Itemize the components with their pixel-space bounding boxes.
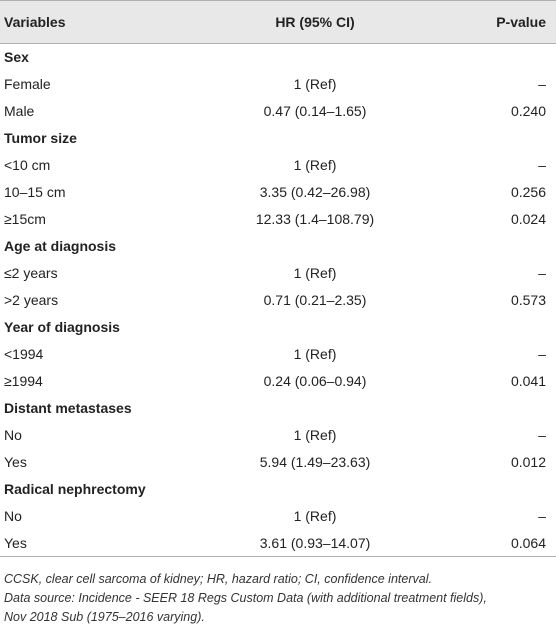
hazard-ratio-cell: 0.24 (0.06–0.94)	[263, 373, 367, 389]
p-value-cell: 0.573	[510, 292, 546, 308]
table-group-row: Radical nephrectomy	[0, 476, 556, 503]
table-group-row: Tumor size	[0, 125, 556, 152]
hazard-ratio-table: Variables HR (95% CI) P-value Sex Female 1…	[0, 0, 556, 557]
variable-label: Yes	[0, 529, 205, 557]
footnote-data-source: Data source: Incidence - SEER 18 Regs Cu…	[4, 591, 487, 605]
table-row: No 1 (Ref) –	[0, 422, 556, 449]
p-value-cell: 0.240	[510, 103, 546, 119]
hazard-ratio-cell: 5.94 (1.49–23.63)	[259, 454, 371, 470]
p-value-cell: –	[538, 427, 546, 443]
table-row: <1994 1 (Ref) –	[0, 341, 556, 368]
hazard-ratio-cell: 1 (Ref)	[293, 508, 337, 524]
variable-label: ≤2 years	[4, 265, 58, 281]
hazard-ratio-cell: 0.47 (0.14–1.65)	[263, 103, 367, 119]
table-row: >2 years 0.71 (0.21–2.35) 0.573	[0, 287, 556, 314]
footnote-abbreviations: CCSK, clear cell sarcoma of kidney; HR, …	[4, 572, 432, 586]
p-value-cell: –	[538, 265, 546, 281]
p-value-cell	[425, 44, 556, 71]
p-value-cell: 0.064	[425, 529, 556, 557]
table-row: No 1 (Ref) –	[0, 503, 556, 530]
table-row: Yes 3.61 (0.93–14.07) 0.064	[0, 529, 556, 557]
p-value-cell: 0.256	[510, 184, 546, 200]
table-row: <10 cm 1 (Ref) –	[0, 152, 556, 179]
group-label: Age at diagnosis	[4, 238, 117, 254]
p-value-cell	[425, 476, 556, 503]
header-pvalue: P-value	[425, 0, 556, 44]
p-value-cell: –	[538, 346, 546, 362]
table-row: Female 1 (Ref) –	[0, 71, 556, 98]
p-value-cell	[425, 233, 556, 260]
header-row: Variables HR (95% CI) P-value	[0, 0, 556, 44]
table-row: 10–15 cm 3.35 (0.42–26.98) 0.256	[0, 179, 556, 206]
table-header: Variables HR (95% CI) P-value	[0, 0, 556, 44]
header-variables: Variables	[0, 0, 205, 44]
p-value-cell	[425, 125, 556, 152]
hazard-ratio-cell: 1 (Ref)	[293, 265, 337, 281]
table-body: Sex Female 1 (Ref) – Male 0.47 (0.14–1.65) 0.2…	[0, 44, 556, 557]
variable-label: Male	[4, 103, 35, 119]
p-value-cell: –	[538, 157, 546, 173]
p-value-cell: 0.024	[510, 211, 546, 227]
variable-label: >2 years	[4, 292, 59, 308]
table-group-row: Age at diagnosis	[0, 233, 556, 260]
p-value-cell: 0.041	[510, 373, 546, 389]
variable-label: <1994	[4, 346, 44, 362]
hazard-ratio-cell: 1 (Ref)	[293, 157, 337, 173]
hazard-ratio-cell	[205, 395, 425, 422]
hazard-ratio-cell: 3.61 (0.93–14.07)	[205, 529, 425, 557]
p-value-cell: 0.012	[510, 454, 546, 470]
hazard-ratio-cell: 1 (Ref)	[293, 76, 337, 92]
variable-label: No	[4, 427, 22, 443]
table-row: ≤2 years 1 (Ref) –	[0, 260, 556, 287]
hazard-ratio-cell: 1 (Ref)	[293, 346, 337, 362]
table-row: Male 0.47 (0.14–1.65) 0.240	[0, 98, 556, 125]
variable-label: Female	[4, 76, 51, 92]
variable-label: ≥15cm	[4, 211, 46, 227]
table-group-row: Sex	[0, 44, 556, 71]
p-value-cell: –	[538, 508, 546, 524]
p-value-cell: –	[538, 76, 546, 92]
group-label: Tumor size	[4, 130, 77, 146]
variable-label: Yes	[4, 454, 27, 470]
group-label: Radical nephrectomy	[4, 481, 146, 497]
table-footnotes: CCSK, clear cell sarcoma of kidney; HR, …	[0, 557, 552, 627]
hazard-ratio-cell: 1 (Ref)	[293, 427, 337, 443]
p-value-cell	[425, 314, 556, 341]
variable-label: 10–15 cm	[4, 184, 66, 200]
hazard-ratio-cell	[205, 125, 425, 152]
group-label: Year of diagnosis	[4, 319, 120, 335]
hazard-ratio-cell: 12.33 (1.4–108.79)	[255, 211, 375, 227]
group-label: Distant metastases	[4, 400, 132, 416]
variable-label: <10 cm	[4, 157, 51, 173]
table-row: ≥1994 0.24 (0.06–0.94) 0.041	[0, 368, 556, 395]
header-hr: HR (95% CI)	[205, 0, 425, 44]
hazard-ratio-cell	[205, 314, 425, 341]
table-row: Yes 5.94 (1.49–23.63) 0.012	[0, 449, 556, 476]
hazard-ratio-cell	[205, 233, 425, 260]
variable-label: ≥1994	[4, 373, 43, 389]
table-group-row: Year of diagnosis	[0, 314, 556, 341]
table-group-row: Distant metastases	[0, 395, 556, 422]
hazard-ratio-cell: 3.35 (0.42–26.98)	[259, 184, 371, 200]
table-row: ≥15cm 12.33 (1.4–108.79) 0.024	[0, 206, 556, 233]
footnote-data-source-cont: Nov 2018 Sub (1975–2016 varying).	[4, 610, 205, 624]
group-label: Sex	[4, 49, 29, 66]
hazard-ratio-cell	[205, 44, 425, 71]
variable-label: No	[4, 508, 22, 524]
hazard-ratio-cell: 0.71 (0.21–2.35)	[263, 292, 367, 308]
hazard-ratio-cell	[205, 476, 425, 503]
p-value-cell	[425, 395, 556, 422]
